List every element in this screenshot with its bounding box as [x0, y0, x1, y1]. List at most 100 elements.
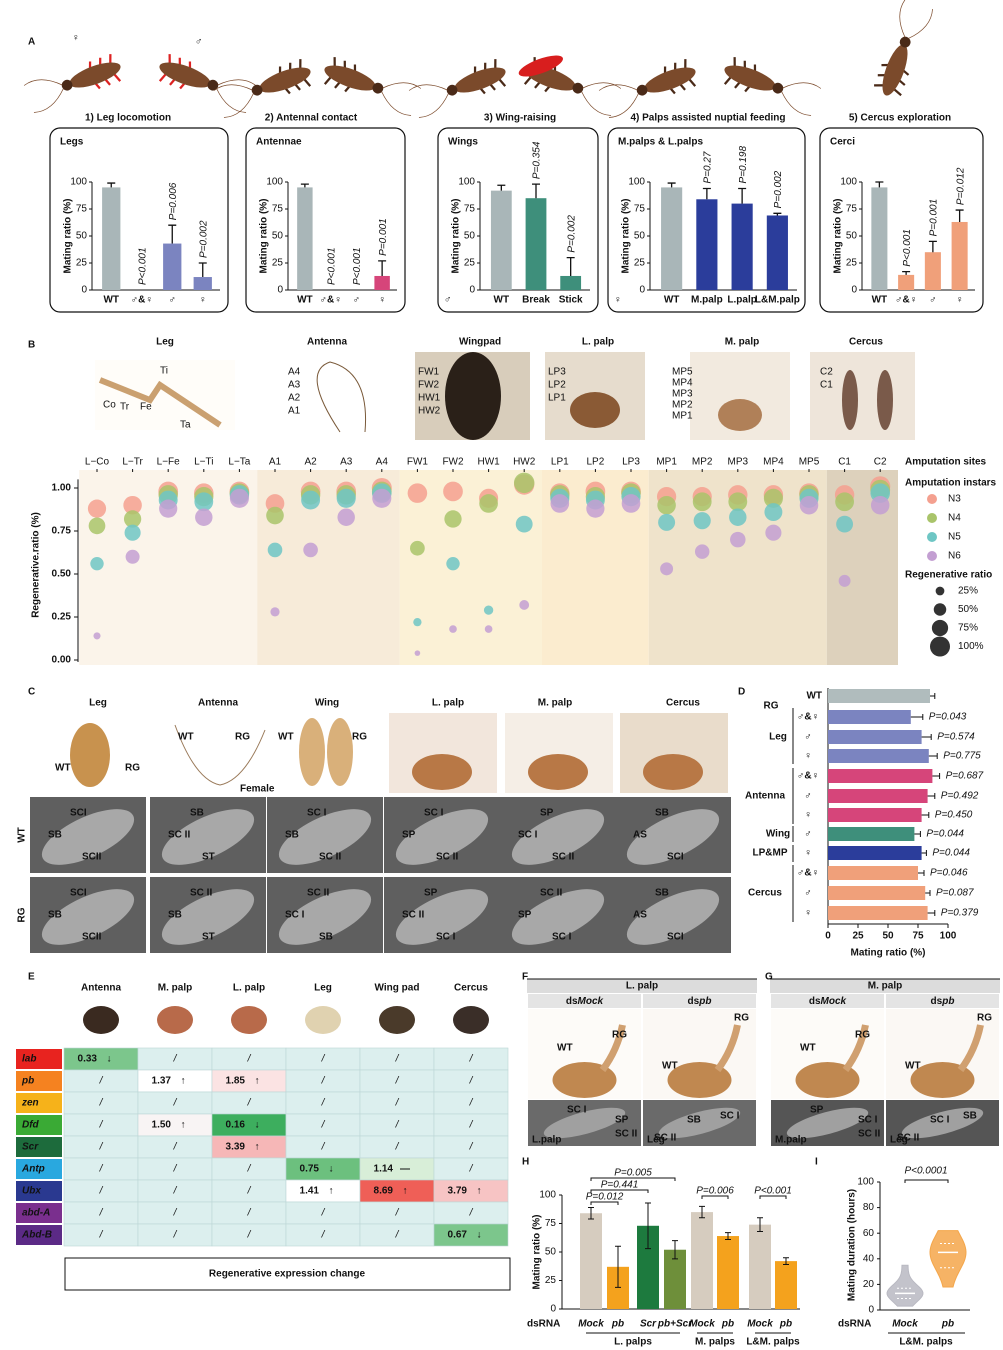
x-tick-label: 25: [852, 931, 864, 942]
error-bar: [932, 773, 941, 779]
bubble: [660, 562, 674, 576]
table-cell: [211, 1135, 287, 1159]
cell-value: 1.37: [152, 1076, 172, 1087]
p-value: P=0.27: [703, 151, 714, 183]
table-cell: [359, 1179, 435, 1203]
bar: [297, 187, 313, 290]
bar: [898, 274, 915, 290]
bubble: [870, 495, 890, 515]
photo-annotation: A1: [288, 406, 301, 417]
error-bar: [725, 1232, 731, 1240]
bubble: [835, 492, 854, 512]
p-value: P<0.001: [137, 247, 148, 285]
gene-label-bg: [16, 1093, 62, 1113]
cell-value: /: [395, 1208, 400, 1219]
cell-value: /: [173, 1164, 178, 1175]
gene-label-bg: [16, 1181, 62, 1201]
cell-arrow: ↓: [107, 1054, 112, 1065]
cell-value: /: [247, 1186, 252, 1197]
sem-annotation: ST: [202, 932, 215, 943]
sem-annotation: SP: [424, 888, 438, 899]
group-label: Leg: [156, 337, 174, 348]
cell-value: /: [395, 1120, 400, 1131]
legend-title: Amputation sites: [905, 457, 987, 468]
cell-arrow: ↑: [181, 1120, 186, 1131]
p-value: P=0.450: [935, 810, 973, 821]
y-tick-label: ♂&♀: [797, 868, 819, 879]
bubble: [483, 605, 494, 615]
legend-swatch: [927, 513, 937, 523]
y-tick-label: ♀: [804, 751, 812, 762]
gene-label-bg: [16, 1071, 62, 1091]
head: [251, 84, 263, 96]
column-header: dspb: [688, 996, 712, 1007]
error-bar: [667, 182, 676, 188]
x-tick-label: ♂: [169, 295, 177, 306]
cell-arrow: —: [400, 1164, 410, 1175]
legend-label: N3: [948, 494, 961, 505]
y-tick-label: 0: [81, 285, 87, 296]
y-tick-label: ♂: [804, 888, 812, 899]
y-tick-label: 60: [863, 1228, 875, 1239]
bar: [193, 277, 212, 290]
photo-annotation: Ti: [160, 366, 168, 377]
sem-annotation: SC I: [930, 1115, 950, 1126]
insect-photo: [23, 54, 122, 113]
cell-value: 1.14: [374, 1164, 394, 1175]
x-tick-label: WT: [297, 295, 313, 306]
tissue-icon: [453, 1006, 489, 1034]
column-header: Leg: [314, 983, 332, 994]
sem-specimen: [161, 809, 255, 865]
cercus-photo: [877, 370, 893, 430]
column-header-bg: [643, 994, 756, 1008]
photo-label: RG: [855, 1030, 870, 1041]
x-tick-label: MP2: [692, 457, 713, 468]
sem-specimen: [395, 809, 489, 865]
error-bar: [921, 734, 932, 740]
bubble: [87, 499, 107, 518]
sem-annotation: SC I: [552, 932, 572, 943]
p-value: P=0.044: [932, 848, 970, 859]
header-strip: [770, 979, 1000, 993]
cell-value: 0.16: [226, 1120, 246, 1131]
sem-annotation: SC I: [720, 1111, 740, 1122]
head: [372, 82, 384, 94]
body: [454, 67, 506, 93]
sem-annotation: SC II: [168, 830, 190, 841]
y-tick-label: ♀: [804, 908, 812, 919]
cell-arrow: ↑: [477, 1186, 482, 1197]
y-tick-label: ♂: [804, 829, 812, 840]
column-header: Wing pad: [375, 983, 420, 994]
x-tick-label: ♂&♀: [320, 295, 342, 306]
head-photo: [570, 392, 620, 428]
x-tick-label: Mock: [747, 1319, 773, 1330]
body: [159, 62, 211, 88]
photo-label: WT: [905, 1061, 921, 1072]
photo-annotation: Tr: [120, 402, 130, 413]
table-cell: [285, 1157, 361, 1181]
bubble: [765, 524, 782, 541]
photo-annotation: MP4: [672, 378, 693, 389]
specimen: [643, 754, 703, 790]
cell-arrow: ↑: [329, 1186, 334, 1197]
sem-annotation: SB: [655, 888, 669, 899]
head: [61, 79, 73, 91]
y-tick-label: 75: [272, 204, 284, 215]
x-tick-label: 50: [882, 931, 894, 942]
y-axis-label: Mating ratio (%): [833, 199, 844, 274]
photo-label: RG: [125, 763, 140, 774]
y-axis-label: Mating duration (hours): [847, 1189, 858, 1301]
bar: [717, 1236, 739, 1309]
y-tick-label: 100: [857, 1177, 874, 1188]
panel-letter: A: [28, 37, 35, 48]
gene-label: Scr: [22, 1142, 39, 1153]
bubble: [764, 503, 783, 522]
sem-specimen: [41, 809, 135, 865]
panel-letter: C: [28, 687, 35, 698]
cell-value: /: [395, 1098, 400, 1109]
x-tick-label: pb+Scr: [657, 1319, 693, 1330]
sem-specimen: [658, 1107, 741, 1139]
bubble: [159, 499, 178, 518]
y-tick-label: ♂: [804, 732, 812, 743]
bubble: [125, 549, 140, 564]
